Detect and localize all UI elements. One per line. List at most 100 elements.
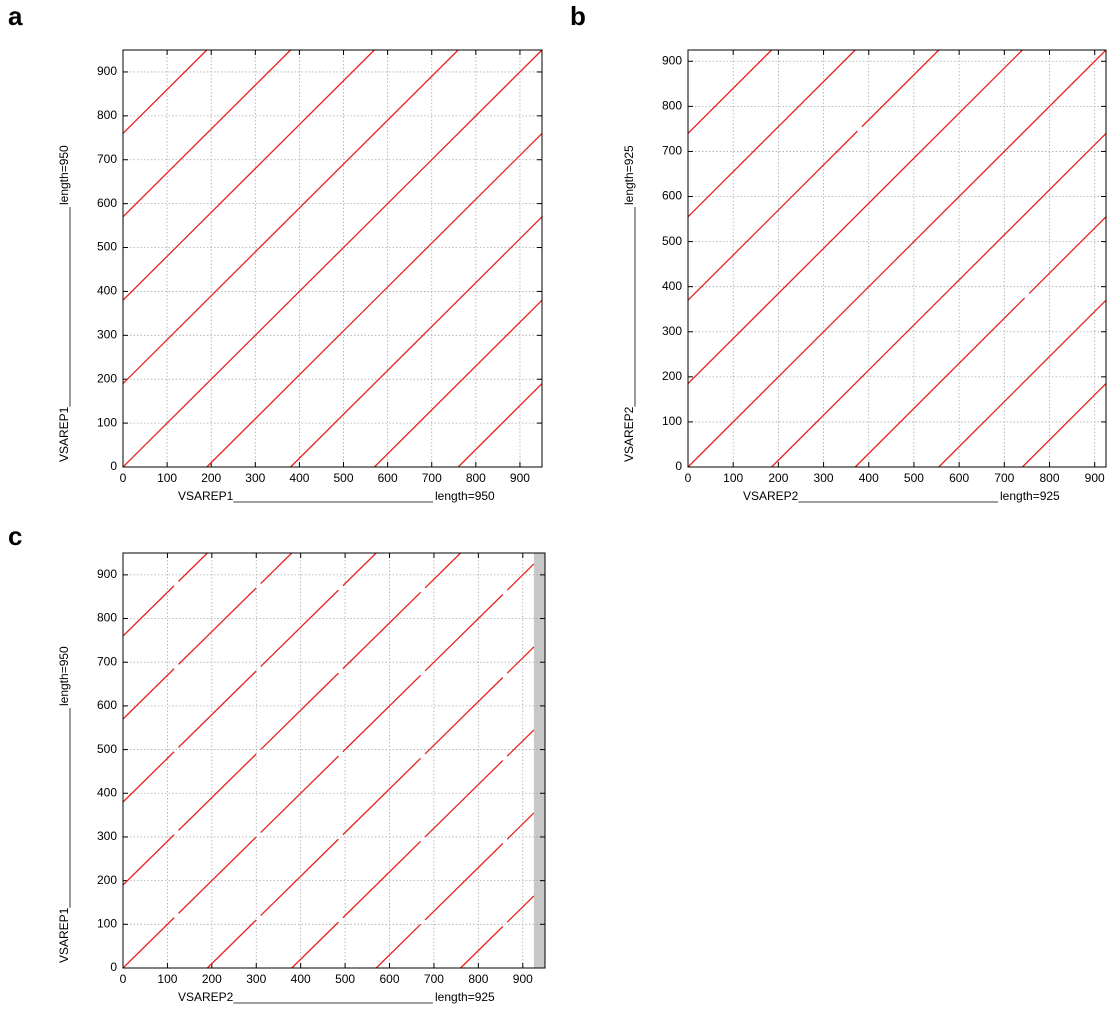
- y-axis-label-group: VSAREP2 length=925: [622, 145, 636, 462]
- y-tick-label: 100: [662, 414, 682, 428]
- x-axis-label: VSAREP2: [178, 990, 234, 1004]
- x-tick-label: 300: [245, 471, 265, 485]
- match-line: [206, 646, 535, 969]
- y-tick-label: 500: [662, 234, 682, 248]
- y-tick-label: 800: [97, 108, 117, 122]
- x-tick-label: 300: [814, 471, 834, 485]
- match-line: [122, 49, 459, 385]
- y-tick-label: 100: [97, 415, 117, 429]
- x-tick-label: 0: [120, 471, 127, 485]
- y-tick-label: 700: [97, 152, 117, 166]
- x-tick-label: 800: [466, 471, 486, 485]
- y-axis-label-group: VSAREP1 length=950: [57, 145, 71, 462]
- x-tick-label: 100: [723, 471, 743, 485]
- x-tick-label: 900: [510, 471, 530, 485]
- match-line: [122, 552, 293, 720]
- x-tick-label: 600: [949, 471, 969, 485]
- x-tick-label: 200: [202, 972, 222, 986]
- x-tick-label: 700: [422, 471, 442, 485]
- y-tick-label: 200: [97, 873, 117, 887]
- x-tick-label: 0: [120, 972, 127, 986]
- x-tick-label: 100: [157, 972, 177, 986]
- y-tick-label: 600: [97, 196, 117, 210]
- match-line: [938, 299, 1107, 468]
- match-line: [122, 49, 292, 218]
- match-line: [687, 49, 1023, 385]
- y-axis-label: VSAREP1: [57, 406, 71, 462]
- x-tick-label: 500: [334, 471, 354, 485]
- x-tick-label: 800: [468, 972, 488, 986]
- panel-label: c: [8, 521, 22, 551]
- y-tick-label: 900: [97, 64, 117, 78]
- shaded-region: [533, 553, 545, 968]
- plot-frame: [687, 49, 1107, 468]
- y-tick-label: 900: [97, 567, 117, 581]
- match-line: [122, 552, 208, 637]
- match-line: [687, 49, 856, 218]
- x-tick-label: 200: [201, 471, 221, 485]
- panel-label: a: [8, 1, 23, 31]
- x-tick-label: 400: [291, 972, 311, 986]
- y-tick-label: 0: [110, 960, 117, 974]
- y-tick-label: 300: [97, 327, 117, 341]
- y-axis-label-group: VSAREP1 length=950: [57, 646, 71, 963]
- x-tick-label: 300: [246, 972, 266, 986]
- match-line: [375, 812, 535, 969]
- x-tick-label: 0: [685, 471, 692, 485]
- match-line: [687, 49, 1107, 468]
- x-tick-label: 700: [424, 972, 444, 986]
- x-tick-label: 600: [378, 471, 398, 485]
- y-tick-label: 500: [97, 240, 117, 254]
- y-axis-label: VSAREP2: [622, 406, 636, 462]
- x-tick-label: 900: [513, 972, 533, 986]
- x-axis-length: length=925: [435, 990, 495, 1004]
- match-line: [122, 552, 462, 886]
- y-tick-label: 700: [662, 144, 682, 158]
- y-tick-label: 0: [675, 459, 682, 473]
- y-tick-label: 800: [662, 99, 682, 113]
- x-tick-label: 800: [1039, 471, 1059, 485]
- y-tick-label: 800: [97, 611, 117, 625]
- match-line: [122, 563, 535, 969]
- x-tick-label: 700: [994, 471, 1014, 485]
- y-tick-label: 200: [97, 371, 117, 385]
- match-line: [122, 49, 543, 468]
- x-tick-label: 200: [768, 471, 788, 485]
- match-line: [206, 132, 543, 468]
- match-line: [122, 552, 377, 803]
- y-tick-label: 400: [97, 284, 117, 298]
- y-tick-label: 300: [662, 324, 682, 338]
- match-line: [291, 729, 535, 969]
- y-tick-label: 700: [97, 654, 117, 668]
- y-tick-label: 100: [97, 916, 117, 930]
- y-tick-label: 500: [97, 742, 117, 756]
- match-line: [122, 49, 208, 134]
- x-tick-label: 500: [335, 972, 355, 986]
- match-line: [1021, 383, 1107, 468]
- plot-frame: [122, 49, 543, 468]
- panel-label: b: [570, 1, 586, 31]
- y-axis-length: length=950: [57, 646, 71, 706]
- match-line: [687, 49, 773, 134]
- y-tick-label: 0: [110, 459, 117, 473]
- match-line: [687, 49, 940, 301]
- y-axis-length: length=950: [57, 145, 71, 205]
- match-line: [122, 49, 375, 301]
- y-tick-label: 900: [662, 53, 682, 67]
- y-axis-label: VSAREP1: [57, 907, 71, 963]
- y-tick-label: 600: [662, 189, 682, 203]
- match-line: [854, 216, 1107, 468]
- y-tick-label: 400: [97, 785, 117, 799]
- x-tick-label: 400: [859, 471, 879, 485]
- x-tick-label: 600: [380, 972, 400, 986]
- x-tick-label: 100: [157, 471, 177, 485]
- y-tick-label: 600: [97, 698, 117, 712]
- y-axis-length: length=925: [622, 145, 636, 205]
- match-line: [290, 216, 543, 468]
- match-line: [457, 383, 543, 468]
- x-tick-label: 500: [904, 471, 924, 485]
- match-line: [373, 299, 543, 468]
- x-tick-label: 400: [289, 471, 309, 485]
- x-axis-label: VSAREP2: [743, 489, 799, 503]
